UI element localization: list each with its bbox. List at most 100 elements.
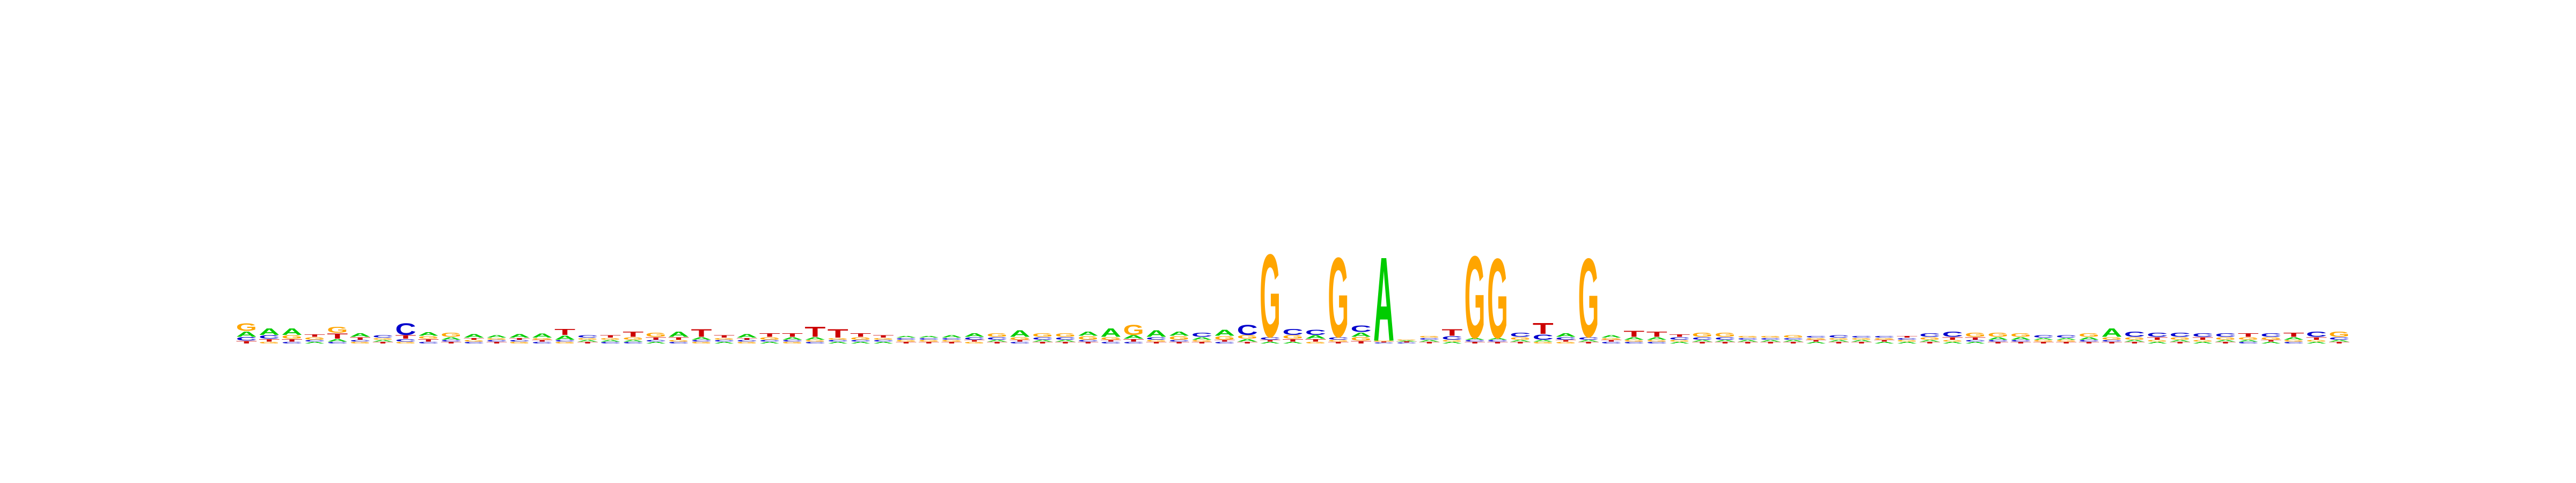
logo-letter-c-pos-54: C (1441, 335, 1462, 341)
logo-letter-g-pos-75: G (1919, 336, 1940, 340)
logo-letter-t-pos-79: T (2010, 341, 2032, 344)
logo-letter-a-pos-88: A (2215, 339, 2236, 342)
logo-letter-g-pos-64: G (1669, 339, 1690, 342)
logo-letter-g-pos-93: G (2329, 330, 2350, 338)
logo-letter-a-pos-1: A (236, 330, 257, 338)
logo-letters: TCAGGTCACTGAACGTCATGGCTATAGCGCTCCTGATCAG… (236, 229, 2350, 366)
logo-letter-c-pos-4: C (304, 339, 325, 342)
logo-letter-t-pos-30: T (896, 341, 917, 344)
logo-letter-a-pos-26: A (804, 336, 825, 340)
logo-letter-t-pos-9: T (418, 338, 439, 342)
logo-letter-c-pos-41: C (1146, 336, 1167, 340)
logo-letter-t-pos-22: T (714, 334, 735, 339)
logo-letter-t-pos-3: T (281, 338, 302, 342)
logo-letter-t-pos-10: T (441, 341, 462, 344)
logo-letter-c-pos-47: C (1283, 327, 1304, 336)
logo-letter-g-pos-16: G (577, 338, 598, 340)
logo-letter-a-pos-57: A (1510, 339, 1531, 342)
logo-letter-c-pos-50: C (1351, 323, 1372, 334)
logo-letter-g-pos-15: G (554, 341, 575, 344)
logo-letter-t-pos-20: T (668, 336, 689, 341)
logo-letter-c-pos-30: C (896, 338, 917, 340)
logo-letter-c-pos-58: C (1533, 333, 1554, 341)
logo-letter-c-pos-7: C (372, 334, 393, 338)
logo-letter-a-pos-91: A (2284, 336, 2304, 340)
logo-letter-g-pos-23: G (736, 341, 757, 344)
logo-letter-a-pos-86: A (2170, 339, 2191, 342)
logo-letter-a-pos-46: A (1260, 341, 1280, 344)
logo-letter-a-pos-81: A (2056, 338, 2077, 340)
logo-letter-t-pos-14: T (532, 339, 553, 342)
logo-letter-t-pos-85: T (2147, 336, 2168, 341)
logo-letter-g-pos-41: G (1146, 339, 1167, 342)
logo-letter-t-pos-49: T (1328, 341, 1349, 344)
logo-letter-a-pos-21: A (691, 336, 712, 340)
logo-letter-t-pos-82: T (2079, 341, 2100, 344)
logo-letter-c-pos-40: C (1123, 341, 1144, 344)
logo-letter-g-pos-80: G (2033, 339, 2054, 342)
logo-letter-c-pos-9: C (418, 341, 439, 344)
logo-letter-a-pos-72: A (1851, 339, 1872, 342)
logo-letter-g-pos-34: G (986, 332, 1007, 338)
logo-letter-t-pos-73: T (1874, 339, 1896, 342)
logo-letter-c-pos-49: C (1328, 336, 1349, 340)
logo-letter-a-pos-70: A (1805, 341, 1826, 344)
logo-letter-t-pos-70: T (1805, 339, 1827, 342)
logo-letter-c-pos-80: C (2033, 334, 2054, 338)
logo-letter-c-pos-22: C (714, 339, 735, 342)
logo-letter-t-pos-58: T (1533, 320, 1554, 338)
logo-letter-c-pos-75: C (1919, 333, 1940, 338)
logo-letter-g-pos-90: G (2260, 336, 2281, 340)
logo-letter-g-pos-33: G (964, 341, 985, 344)
logo-letter-c-pos-83: C (2101, 339, 2122, 342)
logo-letter-t-pos-93: T (2329, 341, 2350, 344)
logo-letter-t-pos-15: T (554, 327, 575, 336)
logo-letter-a-pos-79: A (2010, 336, 2031, 340)
logo-letter-a-pos-32: A (941, 334, 962, 338)
logo-letter-g-pos-63: G (1646, 339, 1667, 342)
logo-letter-a-pos-7: A (372, 339, 393, 342)
logo-letter-t-pos-64: T (1669, 333, 1690, 338)
logo-letter-c-pos-62: C (1623, 341, 1644, 344)
logo-letter-t-pos-6: T (350, 336, 371, 341)
logo-letter-t-pos-52: T (1396, 341, 1417, 343)
logo-letter-c-pos-38: C (1078, 339, 1099, 342)
logo-letter-t-pos-87: T (2192, 336, 2213, 341)
logo-letter-a-pos-43: A (1191, 336, 1212, 340)
logo-letter-t-pos-76: T (1942, 336, 1963, 341)
logo-letter-t-pos-80: T (2033, 341, 2054, 344)
logo-letter-c-pos-48: C (1305, 328, 1326, 336)
logo-letter-t-pos-42: T (1169, 341, 1190, 344)
logo-letter-c-pos-27: C (828, 339, 848, 342)
logo-letter-t-pos-66: T (1715, 341, 1736, 344)
logo-letter-g-pos-59: G (1555, 341, 1576, 344)
logo-letter-a-pos-93: A (2329, 339, 2350, 342)
logo-letter-a-pos-12: A (486, 334, 507, 338)
logo-letter-c-pos-44: C (1214, 341, 1235, 344)
logo-letter-c-pos-77: C (1965, 339, 1986, 342)
logo-letter-t-pos-37: T (1055, 341, 1077, 344)
logo-letter-c-pos-84: C (2124, 330, 2145, 338)
logo-letter-g-pos-1: G (236, 321, 257, 334)
logo-letter-c-pos-18: C (623, 341, 643, 344)
logo-letter-a-pos-4: A (304, 341, 325, 344)
logo-letter-a-pos-6: A (350, 333, 371, 338)
logo-letter-g-pos-18: G (623, 336, 643, 340)
logo-letter-t-pos-77: T (1965, 336, 1986, 341)
logo-letter-a-pos-69: A (1783, 339, 1804, 342)
logo-letter-g-pos-52: G (1396, 340, 1417, 341)
logo-letter-g-pos-24: G (759, 336, 780, 340)
logo-letter-g-pos-46: G (1260, 229, 1280, 362)
logo-letter-g-pos-40: G (1123, 322, 1144, 338)
logo-letter-t-pos-32: T (941, 341, 963, 344)
logo-letter-c-pos-15: C (554, 339, 575, 342)
logo-letter-g-pos-49: G (1328, 234, 1349, 361)
logo-letter-c-pos-92: C (2306, 330, 2327, 338)
logo-letter-c-pos-19: C (646, 339, 667, 342)
logo-letter-a-pos-90: A (2260, 341, 2281, 344)
logo-letter-a-pos-14: A (532, 332, 553, 339)
logo-letter-g-pos-91: G (2284, 339, 2304, 342)
logo-letter-a-pos-92: A (2306, 341, 2327, 344)
logo-letter-a-pos-24: A (759, 341, 780, 344)
